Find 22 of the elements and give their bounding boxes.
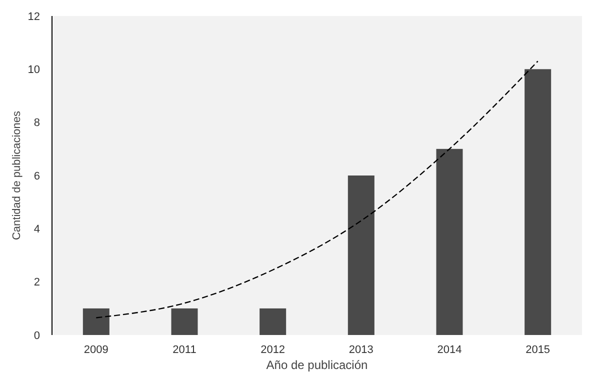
y-tick-label: 6 [34, 170, 40, 182]
y-axis-title: Cantidad de publicaciones [11, 110, 23, 240]
x-tick-label: 2012 [260, 344, 286, 356]
bar [348, 176, 374, 335]
y-tick-label: 2 [34, 276, 40, 289]
y-tick-label: 8 [34, 117, 40, 130]
x-tick-label: 2009 [84, 344, 108, 356]
y-tick-label: 12 [28, 10, 40, 23]
x-tick-label: 2015 [526, 344, 550, 356]
y-tick-label: 0 [34, 330, 40, 342]
y-tick-label: 10 [28, 64, 40, 76]
y-tick-label: 4 [34, 224, 40, 236]
bar [171, 308, 198, 335]
x-tick-label: 2013 [348, 344, 374, 356]
x-axis-title: Año de publicación [266, 358, 368, 372]
bar [260, 308, 286, 335]
x-tick-label: 2014 [437, 344, 462, 356]
bar [436, 148, 463, 335]
line-series [96, 60, 538, 318]
bar [524, 69, 552, 335]
x-tick-label: 2011 [172, 344, 196, 356]
bar [82, 308, 110, 335]
